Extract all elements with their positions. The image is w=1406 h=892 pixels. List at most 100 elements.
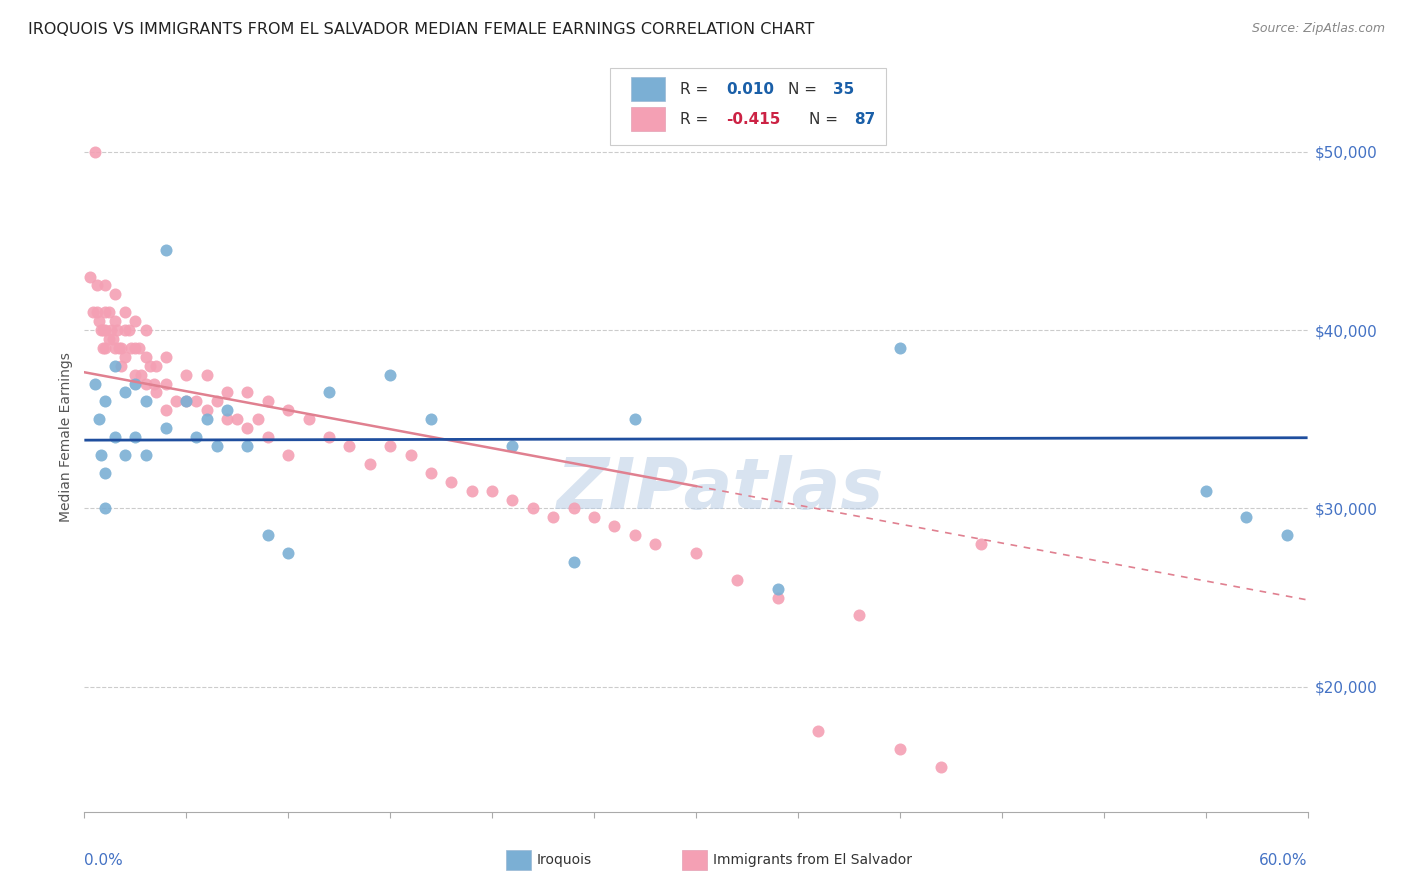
Point [101, 332, 124, 346]
Point [124, 368, 146, 382]
Point [114, 350, 136, 364]
Point [359, 457, 381, 471]
Text: Immigrants from El Salvador: Immigrants from El Salvador [713, 853, 912, 867]
Point [246, 412, 269, 426]
Point [93, 394, 115, 409]
Point [889, 341, 911, 355]
Point [108, 341, 131, 355]
Point [725, 573, 748, 587]
Text: R =: R = [681, 81, 713, 96]
Point [91, 341, 114, 355]
Point [766, 582, 789, 596]
Point [502, 439, 524, 453]
Point [104, 341, 127, 355]
Point [114, 323, 136, 337]
Point [380, 368, 402, 382]
Point [120, 341, 142, 355]
Point [86, 305, 108, 319]
Point [644, 537, 666, 551]
Point [90, 448, 112, 462]
Point [195, 368, 218, 382]
Point [142, 376, 165, 391]
Text: R =: R = [681, 112, 713, 127]
Point [104, 314, 127, 328]
Text: ZIPatlas: ZIPatlas [557, 455, 884, 524]
Point [138, 359, 160, 373]
Point [135, 323, 157, 337]
Point [93, 341, 115, 355]
Point [195, 403, 218, 417]
Point [257, 430, 280, 444]
Point [236, 421, 259, 435]
Point [226, 412, 249, 426]
Point [87, 412, 110, 426]
Point [93, 305, 115, 319]
Point [114, 385, 136, 400]
Text: N =: N = [808, 112, 842, 127]
Point [155, 421, 177, 435]
Point [104, 430, 127, 444]
Point [217, 412, 239, 426]
Text: 0.010: 0.010 [727, 81, 775, 96]
Point [1236, 510, 1258, 524]
Point [135, 394, 157, 409]
Text: N =: N = [787, 81, 821, 96]
Point [174, 368, 197, 382]
Point [603, 519, 626, 533]
Point [91, 323, 114, 337]
Point [624, 528, 647, 542]
Point [562, 501, 585, 516]
Point [562, 555, 585, 569]
Point [481, 483, 503, 498]
Point [131, 368, 153, 382]
Point [1277, 528, 1299, 542]
Point [970, 537, 993, 551]
Point [135, 448, 157, 462]
Y-axis label: Median Female Earnings: Median Female Earnings [59, 352, 73, 522]
Point [277, 448, 299, 462]
Point [217, 385, 239, 400]
Point [155, 403, 177, 417]
Point [155, 350, 177, 364]
Point [318, 430, 340, 444]
Point [110, 341, 132, 355]
Point [186, 394, 208, 409]
Point [165, 394, 187, 409]
Point [195, 412, 218, 426]
Point [205, 394, 228, 409]
Point [135, 350, 157, 364]
FancyBboxPatch shape [610, 69, 886, 145]
Point [766, 591, 789, 605]
Text: 0.0%: 0.0% [84, 853, 124, 868]
Text: -0.415: -0.415 [727, 112, 780, 127]
Point [889, 742, 911, 756]
Point [186, 430, 208, 444]
Point [124, 376, 146, 391]
Text: 60.0%: 60.0% [1260, 853, 1308, 868]
Point [86, 278, 108, 293]
Point [339, 439, 361, 453]
Point [298, 412, 321, 426]
Point [583, 510, 606, 524]
Point [145, 385, 167, 400]
Point [807, 724, 830, 739]
Point [97, 332, 120, 346]
Text: Source: ZipAtlas.com: Source: ZipAtlas.com [1251, 22, 1385, 36]
Point [174, 394, 197, 409]
Point [399, 448, 422, 462]
Point [236, 385, 259, 400]
Point [624, 412, 647, 426]
Point [440, 475, 463, 489]
Text: 87: 87 [853, 112, 875, 127]
Point [124, 430, 146, 444]
Point [1195, 483, 1218, 498]
Point [318, 385, 340, 400]
Point [82, 305, 104, 319]
Point [685, 546, 707, 560]
Point [83, 376, 105, 391]
Point [277, 403, 299, 417]
Point [110, 359, 132, 373]
Point [236, 439, 259, 453]
Point [217, 403, 239, 417]
Text: Iroquois: Iroquois [537, 853, 592, 867]
